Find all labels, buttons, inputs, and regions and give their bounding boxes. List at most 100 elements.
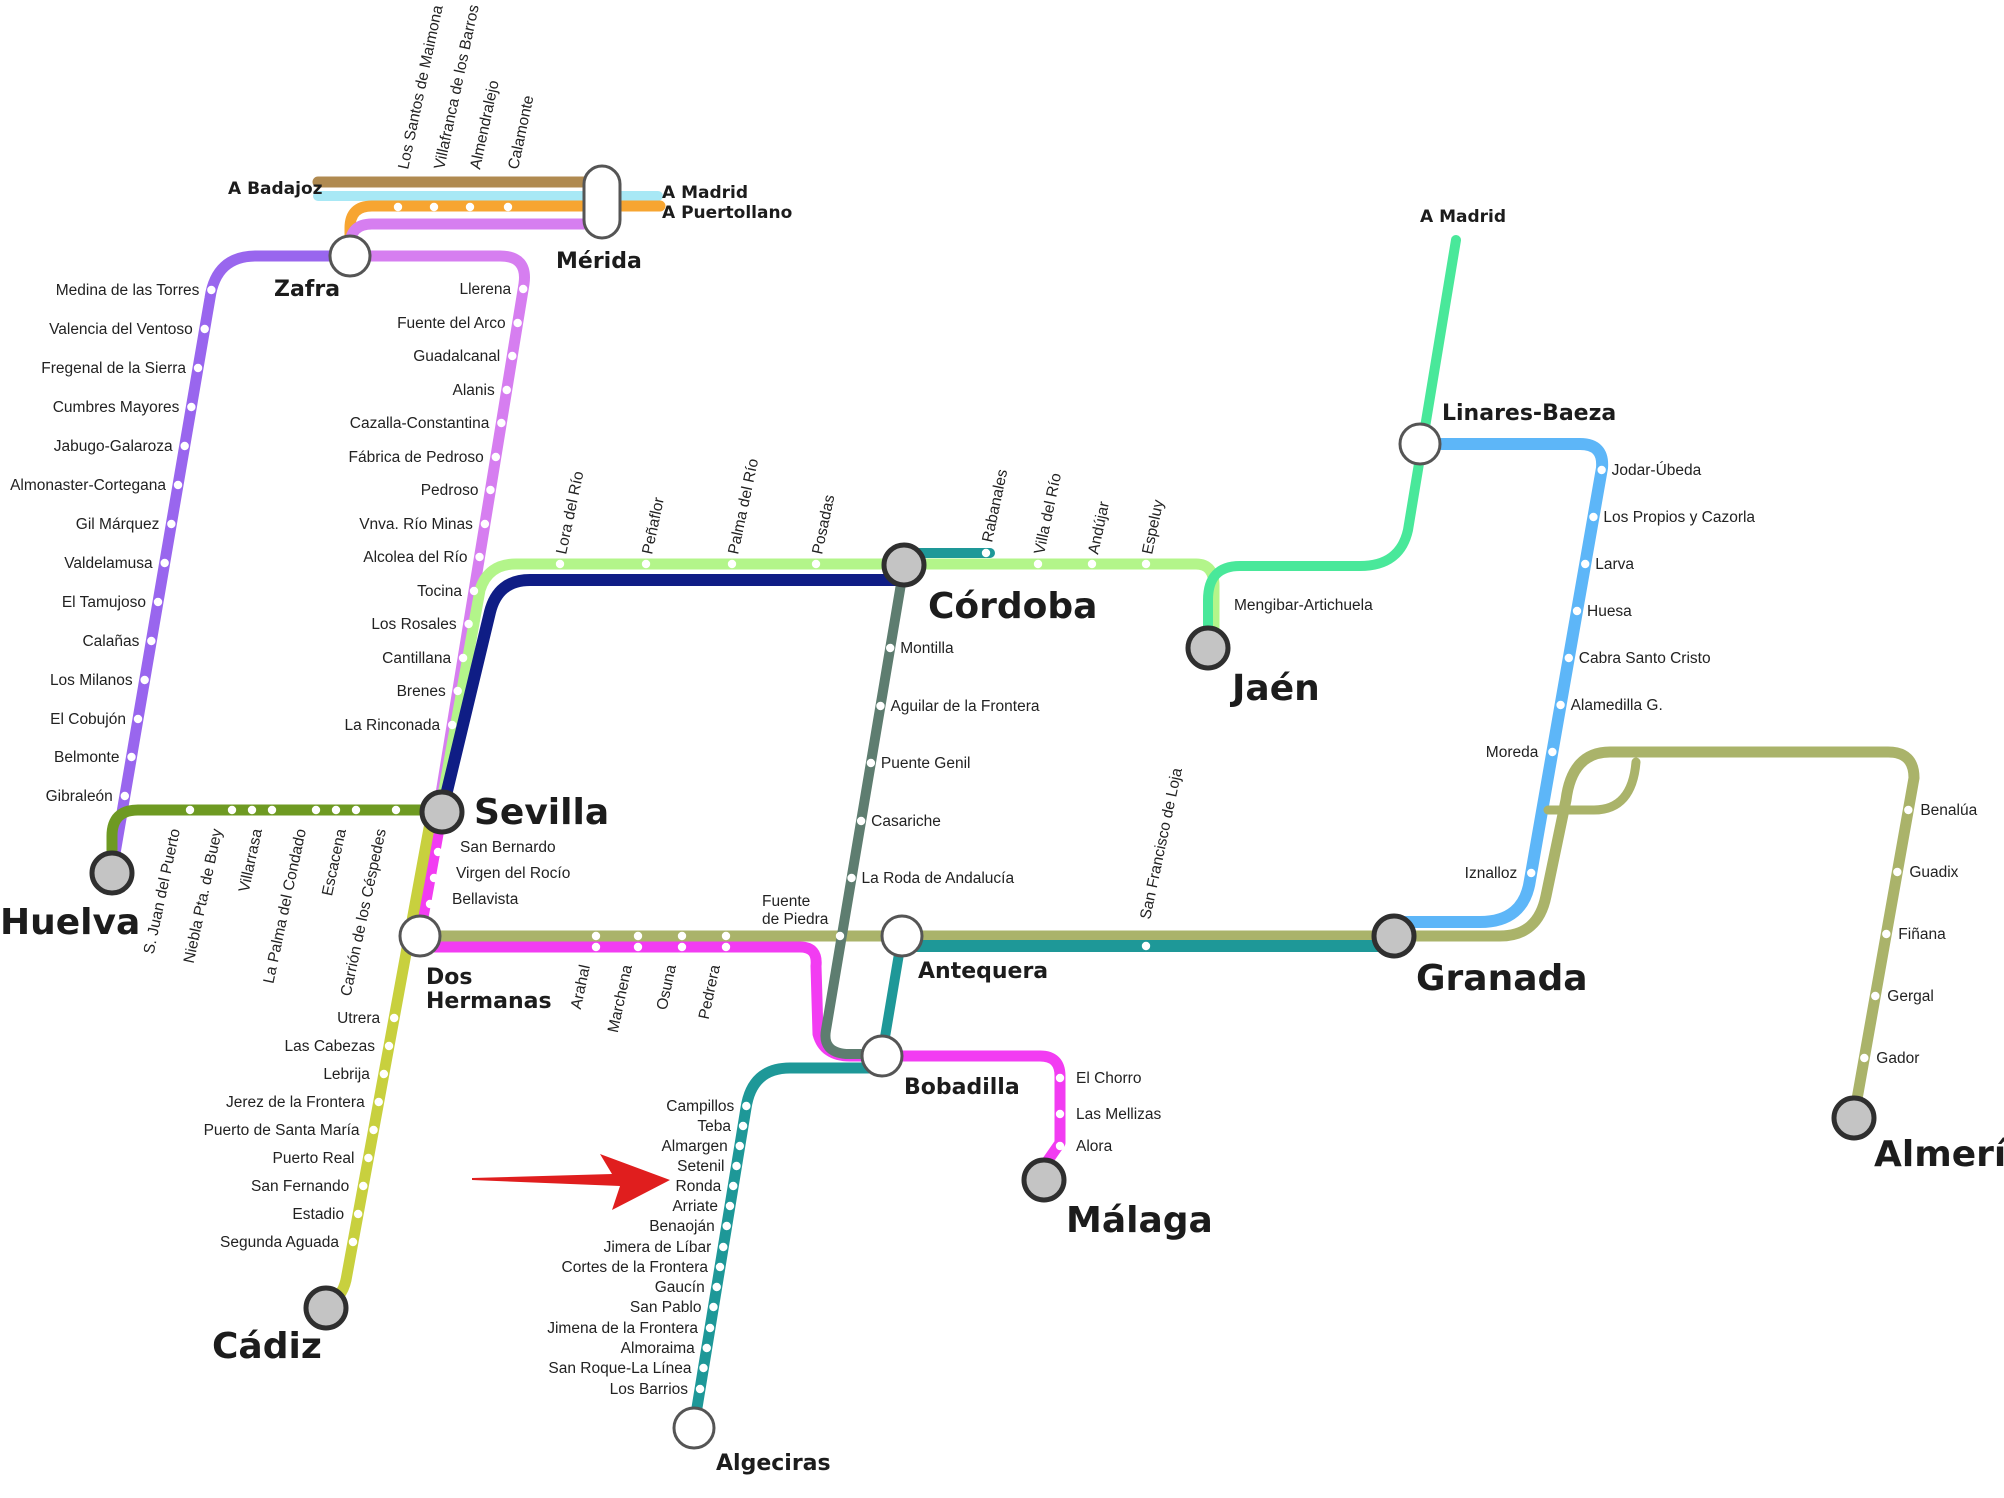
station-calamonte-dot[interactable]: [503, 202, 513, 212]
station-puente-genil-dot[interactable]: [866, 758, 876, 768]
station-san-pablo-dot[interactable]: [709, 1302, 718, 1312]
station-setenil-dot[interactable]: [732, 1161, 741, 1171]
station-el-chorro-dot[interactable]: [1055, 1073, 1065, 1083]
almeria-hub[interactable]: [1831, 1095, 1877, 1141]
station-jimena-de-la-frontera-dot[interactable]: [705, 1323, 715, 1333]
station-fuente-del-arco-dot[interactable]: [513, 318, 522, 328]
station-jimera-de-libar-dot[interactable]: [719, 1242, 728, 1252]
jaen-hub[interactable]: [1185, 625, 1231, 671]
station-la-roda-de-andalucia-dot[interactable]: [847, 873, 856, 883]
station-los-santos-de-maimona-dot[interactable]: [393, 202, 403, 212]
cadiz-hub[interactable]: [303, 1285, 349, 1331]
bobadilla-hub[interactable]: [860, 1034, 904, 1078]
station-san-fernando-dot[interactable]: [359, 1181, 368, 1191]
station-penaflor-dot[interactable]: [641, 559, 651, 569]
station-montilla-dot[interactable]: [886, 643, 895, 653]
zafra-hub[interactable]: [328, 234, 372, 278]
station-gil-marquez-dot[interactable]: [167, 519, 176, 529]
station-cortes-de-la-frontera-dot[interactable]: [715, 1262, 725, 1272]
station-los-rosales-dot[interactable]: [464, 619, 473, 629]
station-marchena-b-dot[interactable]: [633, 942, 643, 952]
station-el-tamujoso-dot[interactable]: [153, 597, 163, 607]
station-medina-de-las-torres-dot[interactable]: [207, 285, 216, 295]
station-puerto-real-dot[interactable]: [364, 1153, 373, 1163]
station-arahal-b-dot[interactable]: [591, 942, 601, 952]
station-cabra-santo-cristo-dot[interactable]: [1564, 653, 1573, 663]
station-bellavista-dot[interactable]: [425, 899, 435, 909]
station-el-cobujon-dot[interactable]: [133, 714, 143, 724]
station-larva-dot[interactable]: [1581, 559, 1590, 569]
station-arriate-dot[interactable]: [725, 1201, 735, 1211]
station-ronda-dot[interactable]: [729, 1181, 738, 1191]
station-lebrija-dot[interactable]: [379, 1069, 389, 1079]
station-cumbres-mayores-dot[interactable]: [187, 402, 196, 412]
station-villafranca-de-los-barros-dot[interactable]: [429, 202, 439, 212]
station-valdelamusa-dot[interactable]: [160, 558, 169, 568]
station-fregenal-de-la-sierra-dot[interactable]: [193, 363, 203, 373]
station-campillos-dot[interactable]: [742, 1101, 751, 1111]
station-escacena-dot[interactable]: [351, 805, 361, 815]
station-marchena-dot[interactable]: [633, 931, 643, 941]
station-san-roque-la-linea-dot[interactable]: [699, 1363, 708, 1373]
station-osuna-dot[interactable]: [677, 931, 687, 941]
antequera-hub[interactable]: [880, 914, 924, 958]
station-andujar-dot[interactable]: [1087, 559, 1097, 569]
station-gergal-dot[interactable]: [1871, 991, 1880, 1001]
station-cazalla-constantina-dot[interactable]: [497, 418, 506, 428]
station-estadio-dot[interactable]: [353, 1209, 363, 1219]
station-casariche-dot[interactable]: [856, 816, 866, 826]
station-alcolea-del-rio-dot[interactable]: [475, 552, 484, 562]
linares-hub[interactable]: [1398, 422, 1442, 466]
station-almonaster-cortegana-dot[interactable]: [173, 480, 183, 490]
station-palma-del-rio-dot[interactable]: [727, 559, 737, 569]
station-mengibar-artichuela-dot[interactable]: [1219, 599, 1229, 609]
station-carrion-de-los-cespedes-dot[interactable]: [391, 805, 401, 815]
station-pedrera-b-dot[interactable]: [721, 942, 731, 952]
station-los-barrios-dot[interactable]: [695, 1384, 705, 1394]
station-almoraima-dot[interactable]: [702, 1343, 711, 1353]
station-gibraleon-dot[interactable]: [120, 791, 130, 801]
station-rabanales-dot[interactable]: [981, 548, 991, 558]
station-olive-extra-dot[interactable]: [331, 805, 341, 815]
algeciras-hub[interactable]: [672, 1406, 716, 1450]
station-llerena-dot[interactable]: [518, 284, 528, 294]
station-guadalcanal-dot[interactable]: [508, 351, 517, 361]
station-las-mellizas-dot[interactable]: [1055, 1109, 1065, 1119]
station-san-francisco-de-loja-dot[interactable]: [1141, 941, 1151, 951]
station-benalua-dot[interactable]: [1904, 805, 1913, 815]
station-lora-del-rio-dot[interactable]: [555, 559, 565, 569]
station-almendralejo-dot[interactable]: [465, 202, 475, 212]
station-la-palma-del-condado-dot[interactable]: [311, 805, 321, 815]
station-villarrasa-dot[interactable]: [267, 805, 277, 815]
station-fuente-de-piedra-dot[interactable]: [835, 931, 845, 941]
station-s-juan-del-puerto-dot[interactable]: [185, 805, 195, 815]
station-guadix-dot[interactable]: [1893, 867, 1902, 877]
station-utrera-dot[interactable]: [389, 1013, 399, 1023]
station-las-cabezas-dot[interactable]: [384, 1041, 394, 1051]
station-olive-extra-dot[interactable]: [247, 805, 257, 815]
station-brenes-dot[interactable]: [453, 686, 462, 696]
station-los-propios-y-cazorla-dot[interactable]: [1589, 512, 1598, 522]
station-la-rinconada-dot[interactable]: [447, 720, 457, 730]
station-cantillana-dot[interactable]: [458, 653, 468, 663]
station-belmonte-dot[interactable]: [127, 752, 136, 762]
station-teba-dot[interactable]: [738, 1121, 748, 1131]
merida-hub[interactable]: [582, 164, 622, 240]
station-villa-del-rio-dot[interactable]: [1033, 559, 1043, 569]
station-tocina-dot[interactable]: [469, 586, 479, 596]
huelva-hub[interactable]: [89, 850, 135, 896]
station-jabugo-galaroza-dot[interactable]: [180, 441, 189, 451]
station-gador-dot[interactable]: [1860, 1053, 1869, 1063]
station-calanas-dot[interactable]: [147, 636, 156, 646]
station-huesa-dot[interactable]: [1572, 606, 1582, 616]
station-alamedilla-g-dot[interactable]: [1556, 700, 1565, 710]
granada-hub[interactable]: [1371, 913, 1417, 959]
station-iznalloz-dot[interactable]: [1527, 868, 1536, 878]
station-pedroso-dot[interactable]: [486, 485, 495, 495]
station-san-bernardo-dot[interactable]: [433, 847, 443, 857]
station-jodar-ubeda-dot[interactable]: [1597, 465, 1606, 475]
station-alanis-dot[interactable]: [502, 385, 511, 395]
doshermanas-hub[interactable]: [398, 914, 442, 958]
station-gaucin-dot[interactable]: [712, 1282, 721, 1292]
station-fabrica-de-pedroso-dot[interactable]: [491, 452, 501, 462]
